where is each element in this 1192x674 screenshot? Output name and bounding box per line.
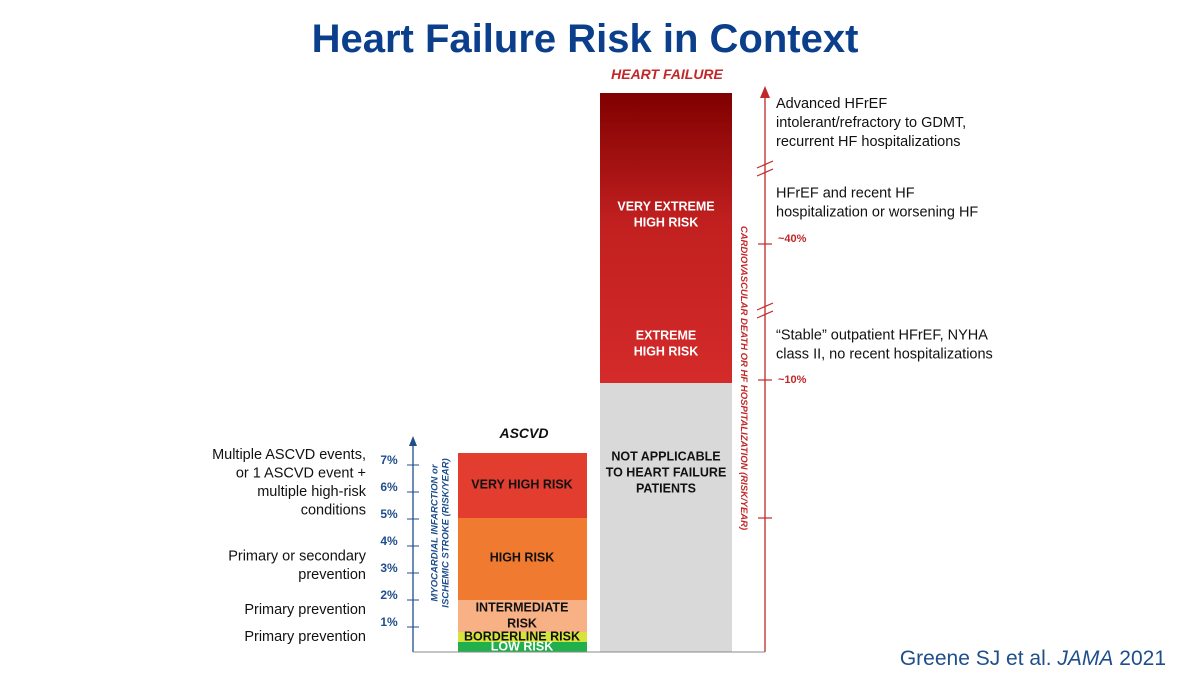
hf-segment-label: EXTREME (636, 328, 696, 342)
citation: Greene SJ et al. JAMA 2021 (900, 647, 1166, 670)
ascvd-high (458, 518, 587, 600)
ascvd-tick-label: 7% (380, 453, 398, 467)
citation-year: 2021 (1119, 647, 1166, 670)
ascvd-segment-label: VERY HIGH RISK (471, 477, 572, 491)
ascvd-note: Primary prevention (244, 602, 366, 618)
hf-heading: HEART FAILURE (611, 66, 723, 82)
hf-note: Advanced HFrEF (776, 96, 887, 112)
ascvd-axis-arrow (409, 436, 417, 446)
hf-risk-block (600, 93, 732, 383)
ascvd-very-high (458, 453, 587, 518)
ascvd-tick-label: 5% (380, 507, 398, 521)
ascvd-note: or 1 ASCVD event + (236, 466, 366, 482)
hf-segment-label: VERY EXTREME (617, 199, 714, 213)
ascvd-note: conditions (301, 503, 366, 519)
hf-segment-label: PATIENTS (636, 481, 696, 495)
ascvd-axis-label: ISCHEMIC STROKE (RISK/YEAR) (441, 458, 452, 607)
hf-tick-label: ~10% (778, 374, 807, 386)
ascvd-heading: ASCVD (498, 425, 548, 441)
ascvd-segment-label: RISK (507, 616, 537, 630)
title: Heart Failure Risk in Context (312, 17, 859, 61)
hf-segment-label: NOT APPLICABLE (611, 449, 720, 463)
citation-journal: JAMA (1056, 647, 1113, 670)
hf-segment-label: HIGH RISK (634, 344, 699, 358)
ascvd-note: Primary prevention (244, 629, 366, 645)
hf-note: HFrEF and recent HF (776, 185, 915, 201)
ascvd-low (458, 642, 587, 652)
ascvd-segment-label: BORDERLINE RISK (464, 629, 580, 643)
hf-segment-label: TO HEART FAILURE (606, 465, 727, 479)
ascvd-tick-label: 6% (380, 480, 398, 494)
hf-note: “Stable” outpatient HFrEF, NYHA (776, 327, 988, 343)
hf-note: hospitalization or worsening HF (776, 204, 978, 220)
ascvd-tick-label: 3% (380, 561, 398, 575)
hf-axis-arrow (760, 86, 770, 98)
ascvd-note: multiple high-risk (257, 484, 367, 500)
hf-segment-label: HIGH RISK (634, 215, 699, 229)
hf-note: class II, no recent hospitalizations (776, 346, 993, 362)
ascvd-segment-label: LOW RISK (491, 639, 554, 653)
ascvd-borderline (458, 632, 587, 642)
ascvd-note: Primary or secondary (228, 549, 367, 565)
ascvd-axis-label: MYOCARDIAL INFARCTION or (430, 463, 441, 601)
hf-note: recurrent HF hospitalizations (776, 134, 961, 150)
ascvd-note: prevention (298, 567, 366, 583)
ascvd-segment-label: INTERMEDIATE (476, 600, 569, 614)
ascvd-segment-label: HIGH RISK (490, 550, 555, 564)
hf-axis-label: CARDIOVASCULAR DEATH OR HF HOSPITALIZATI… (738, 226, 749, 530)
hf-note: intolerant/refractory to GDMT, (776, 115, 966, 131)
hf-tick-label: ~40% (778, 233, 807, 245)
ascvd-intermediate (458, 600, 587, 632)
hf-na-block (600, 383, 732, 652)
ascvd-tick-label: 2% (380, 588, 398, 602)
ascvd-tick-label: 1% (380, 615, 398, 629)
citation-authors: Greene SJ et al. (900, 647, 1052, 670)
hf-axis-breaks (756, 160, 774, 519)
ascvd-tick-label: 4% (380, 534, 398, 548)
ascvd-note: Multiple ASCVD events, (212, 447, 366, 463)
